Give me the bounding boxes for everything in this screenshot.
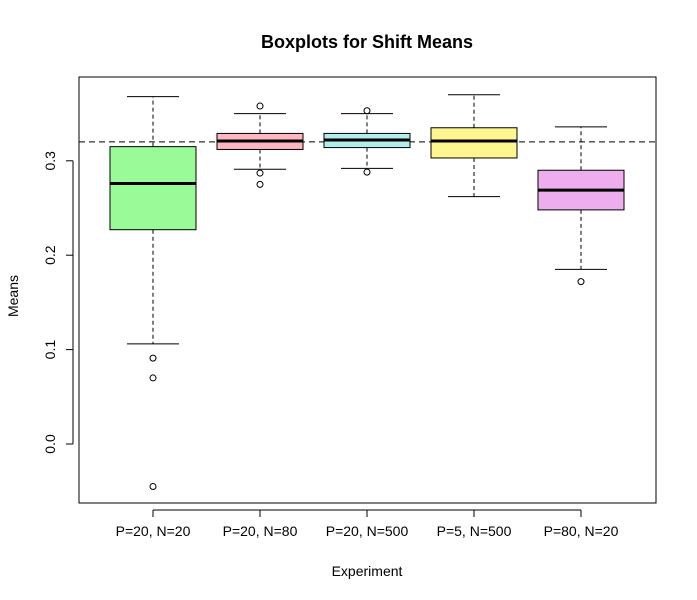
outlier-point <box>363 168 371 176</box>
y-tick-label: 0.3 <box>42 151 58 171</box>
box-4 <box>430 94 518 198</box>
outlier-point <box>256 169 264 177</box>
x-tick-label: P=20, N=500 <box>326 523 409 539</box>
outlier-point <box>577 278 585 286</box>
outlier-point <box>256 180 264 188</box>
outlier-point <box>149 374 157 382</box>
x-tick-label: P=80, N=20 <box>544 523 619 539</box>
outlier-point <box>256 102 264 110</box>
box-1 <box>109 96 197 490</box>
outlier-point <box>363 107 371 115</box>
x-tick-label: P=5, N=500 <box>437 523 512 539</box>
outlier-point <box>149 354 157 362</box>
y-tick-label: 0.2 <box>42 245 58 265</box>
chart-title: Boxplots for Shift Means <box>261 32 473 52</box>
box-5 <box>537 126 625 286</box>
iqr-box <box>109 146 197 231</box>
iqr-box <box>430 127 518 159</box>
plot-frame <box>78 76 657 504</box>
outlier-point <box>149 482 157 490</box>
x-axis-label: Experiment <box>332 563 403 579</box>
x-tick-label: P=20, N=80 <box>223 523 298 539</box>
y-tick-label: 0.0 <box>42 434 58 454</box>
box-2 <box>216 102 304 188</box>
y-axis-label: Means <box>5 275 21 317</box>
x-tick-label: P=20, N=20 <box>116 523 191 539</box>
y-tick-label: 0.1 <box>42 340 58 360</box>
box-3 <box>323 107 411 176</box>
